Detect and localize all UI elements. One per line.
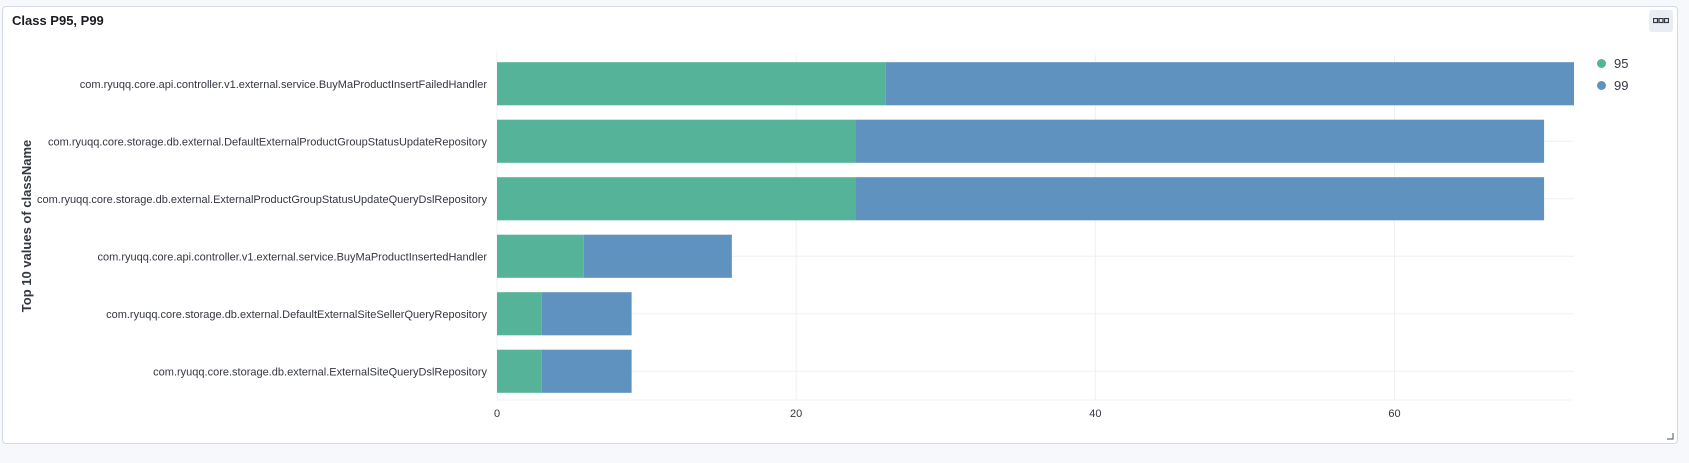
legend-swatch [1597, 80, 1606, 90]
category-label: com.ryuqq.core.storage.db.external.Exter… [153, 366, 487, 378]
y-axis-title: Top 10 values of className [19, 140, 34, 312]
legend-label: 95 [1614, 55, 1629, 71]
bar-99-5[interactable] [541, 349, 632, 393]
category-label: com.ryuqq.core.api.controller.v1.externa… [80, 79, 488, 91]
bar-99-1[interactable] [856, 119, 1545, 163]
bar-95-1[interactable] [497, 119, 856, 163]
bar-95-2[interactable] [497, 177, 856, 221]
x-tick-label: 60 [1388, 408, 1400, 420]
bar-95-5[interactable] [497, 349, 542, 393]
resize-corner-icon[interactable] [1667, 433, 1674, 440]
category-labels: com.ryuqq.core.api.controller.v1.externa… [37, 79, 488, 379]
legend-item-99[interactable]: 99 [1597, 74, 1628, 96]
bar-95-0[interactable] [497, 62, 886, 106]
category-label: com.ryuqq.core.storage.db.external.Exter… [37, 194, 488, 206]
bar-99-3[interactable] [583, 234, 732, 278]
x-axis-ticks: 0 20 40 60 [494, 408, 1401, 420]
x-tick-label: 20 [790, 408, 802, 420]
category-label: com.ryuqq.core.api.controller.v1.externa… [98, 251, 488, 263]
panel-title: Class P95, P99 [12, 13, 104, 28]
bar-99-2[interactable] [856, 177, 1545, 221]
category-label: com.ryuqq.core.storage.db.external.Defau… [48, 136, 488, 148]
legend-label: 99 [1614, 77, 1629, 93]
legend-swatch [1597, 58, 1606, 68]
bar-95-4[interactable] [497, 292, 542, 336]
bar-99-4[interactable] [541, 292, 632, 336]
x-tick-label: 0 [494, 408, 500, 420]
legend-item-95[interactable]: 95 [1597, 52, 1628, 74]
category-label: com.ryuqq.core.storage.db.external.Defau… [106, 309, 487, 321]
x-tick-label: 40 [1089, 408, 1101, 420]
chart-legend: 95 99 [1597, 52, 1628, 96]
panel-options-button[interactable] [1649, 10, 1673, 32]
bar-99-0[interactable] [885, 62, 1574, 106]
ellipsis-icon [1653, 18, 1669, 24]
bar-95-3[interactable] [497, 234, 584, 278]
chart-bars [497, 62, 1574, 393]
